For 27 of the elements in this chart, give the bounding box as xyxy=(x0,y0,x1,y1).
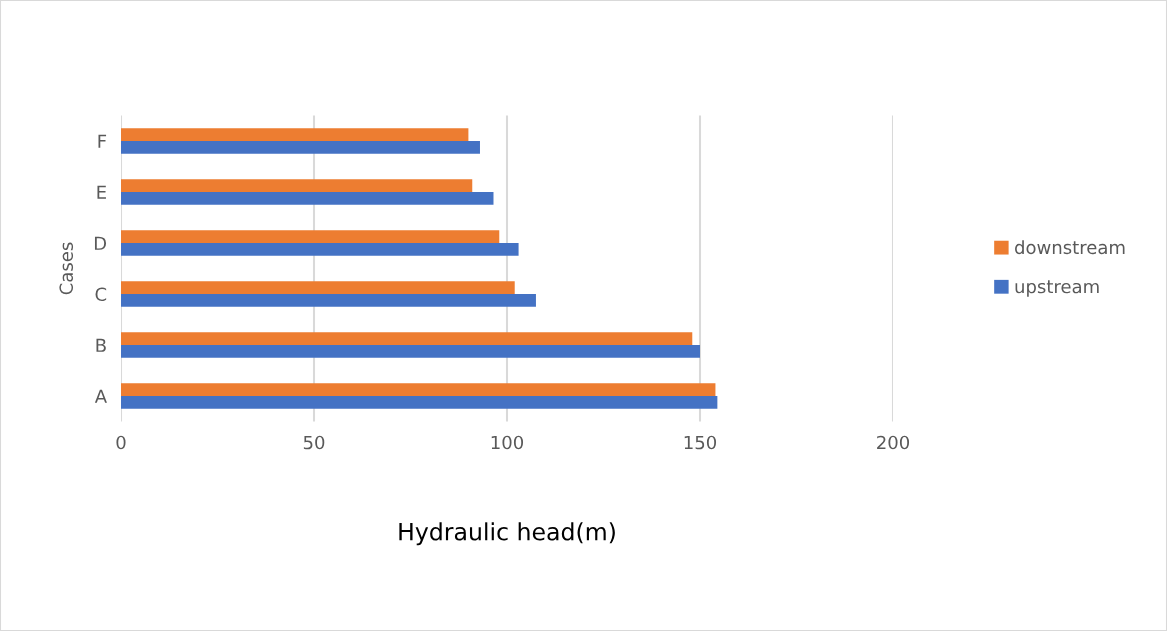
bar xyxy=(121,345,700,358)
x-tick-label: 50 xyxy=(303,435,325,450)
y-tick-label: E xyxy=(97,185,106,199)
x-tick-label: 0 xyxy=(116,435,126,450)
y-tick-label: A xyxy=(94,389,107,403)
legend-label: downstream xyxy=(1015,240,1125,255)
legend-label: upstream xyxy=(1015,280,1099,297)
x-tick-label: 100 xyxy=(491,435,524,450)
bar xyxy=(121,128,469,141)
bar xyxy=(121,141,480,154)
bar xyxy=(121,179,473,192)
x-axis-title: Hydraulic head(m) xyxy=(399,522,615,546)
y-axis-title: Cases xyxy=(59,242,74,295)
bar xyxy=(121,192,494,205)
bar xyxy=(121,383,716,396)
x-tick-label: 200 xyxy=(877,435,910,450)
y-tick-label: F xyxy=(98,134,107,148)
y-tick-label: C xyxy=(95,287,107,302)
bar xyxy=(121,332,693,345)
bar xyxy=(121,230,500,243)
y-tick-label: B xyxy=(96,338,106,352)
bar xyxy=(121,281,515,294)
bar xyxy=(121,294,536,307)
bar xyxy=(121,396,718,409)
y-tick-label: D xyxy=(94,236,107,250)
bar xyxy=(121,243,519,256)
x-tick-label: 150 xyxy=(684,435,717,450)
